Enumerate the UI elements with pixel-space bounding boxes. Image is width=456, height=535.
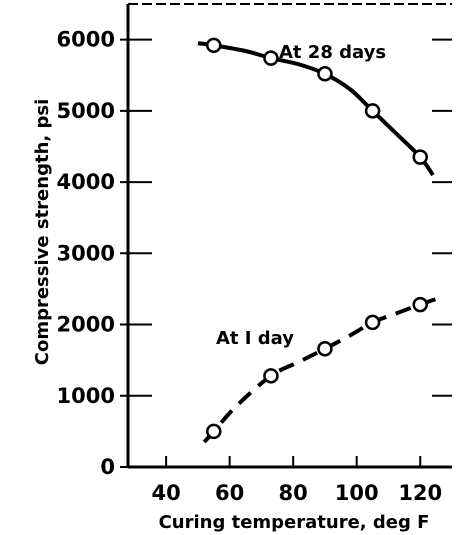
data-point-at-1-day-4 xyxy=(364,314,381,331)
data-point-at-28-days-2 xyxy=(263,50,279,66)
y-tick-label-1000: 1000 xyxy=(57,384,115,408)
x-tick-label-40: 40 xyxy=(152,481,181,505)
data-point-at-1-day-1 xyxy=(206,423,222,440)
data-point-at-1-day-3 xyxy=(317,341,333,357)
data-point-at-28-days-5 xyxy=(412,149,428,165)
annotation-28-days: At 28 days xyxy=(279,42,386,63)
data-point-at-28-days-4 xyxy=(364,103,381,119)
x-tick-label-80: 80 xyxy=(279,481,308,505)
y-tick-label-0: 0 xyxy=(100,455,115,479)
y-tick-label-3000: 3000 xyxy=(57,241,115,265)
y-tick-label-2000: 2000 xyxy=(57,313,115,337)
y-tick-label-6000: 6000 xyxy=(57,28,115,52)
data-point-at-1-day-5 xyxy=(412,296,428,313)
annotation-1-day: At I day xyxy=(216,328,294,349)
x-axis-label: Curing temperature, deg F xyxy=(159,512,430,533)
ticks: 40 60 80 100 120 0 1000 2000 3000 4000 5000 6000 xyxy=(57,28,452,505)
markers xyxy=(206,37,428,440)
x-tick-label-100: 100 xyxy=(335,481,379,505)
x-tick-label-60: 60 xyxy=(215,481,244,505)
data-point-at-1-day-2 xyxy=(263,368,279,384)
data-point-at-28-days-3 xyxy=(317,66,333,82)
y-tick-label-4000: 4000 xyxy=(57,170,115,194)
y-tick-label-5000: 5000 xyxy=(57,99,115,123)
series-line-at-1-day xyxy=(202,294,444,444)
y-axis-label: Compressive strength, psi xyxy=(32,99,53,366)
data-point-at-28-days-1 xyxy=(206,37,222,54)
x-tick-label-120: 120 xyxy=(398,481,442,505)
